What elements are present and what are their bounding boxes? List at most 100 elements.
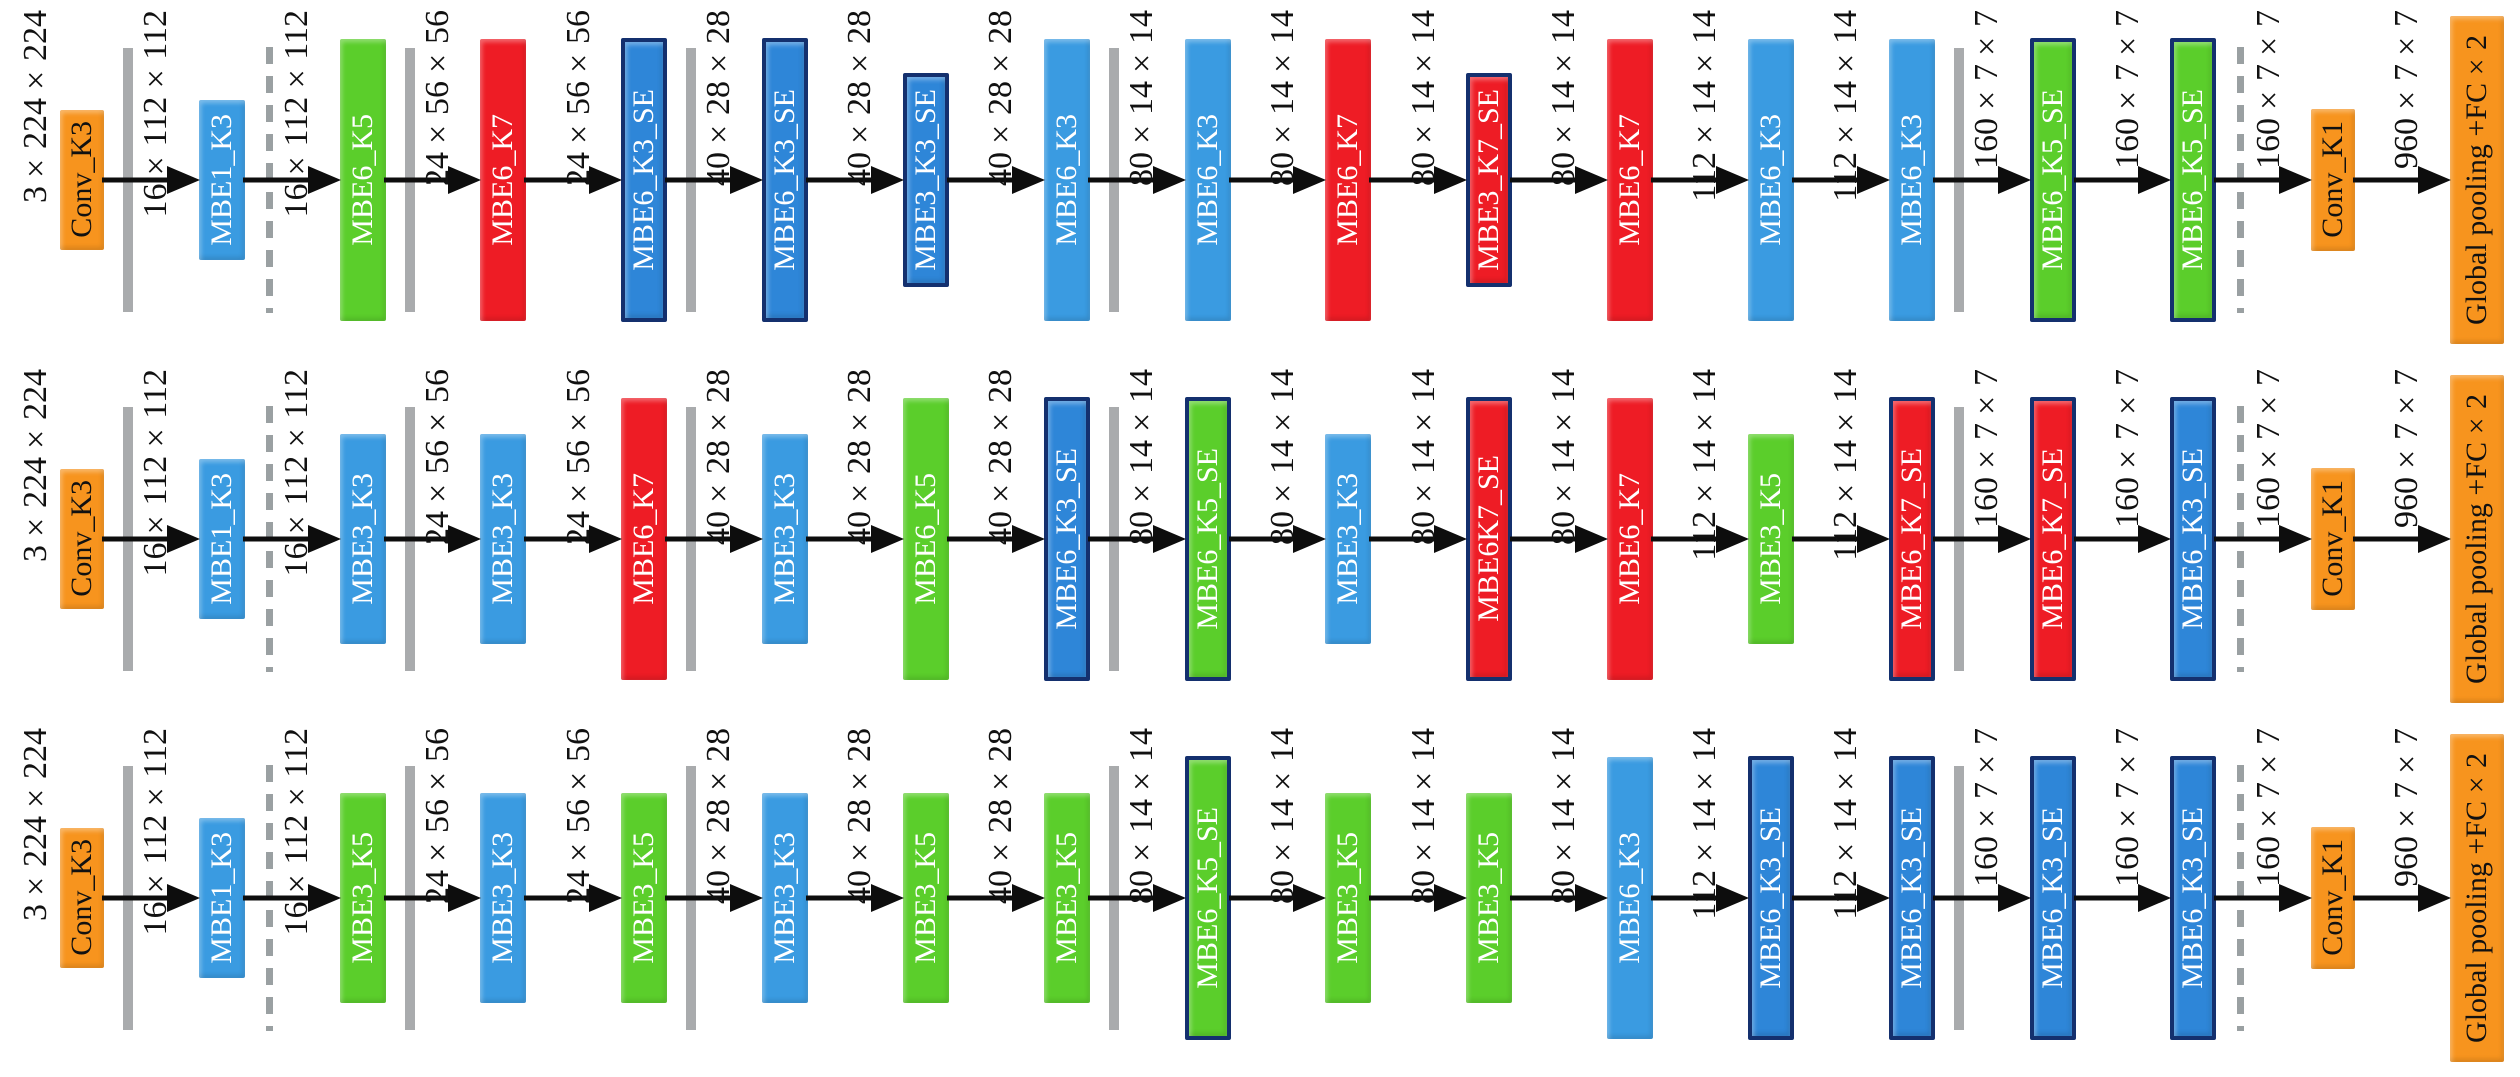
arrow-line (1228, 536, 1302, 541)
arrow-head-icon (1152, 883, 1186, 912)
arrow-head-icon (307, 165, 341, 194)
arrow-line (1369, 536, 1443, 541)
feature-dims-label: 160×7×7 (1968, 728, 2006, 887)
block-label: MBE6_K7 (1331, 113, 1365, 246)
connector: 24×56×56 (383, 718, 482, 1077)
arrow-head-icon (1152, 165, 1186, 194)
feature-dims-label-wrap: 24×56×56 (419, 728, 456, 904)
block-label: MBE6_K3_SE (2176, 806, 2210, 989)
arrow-line (1228, 895, 1302, 900)
feature-dims-label: 80×14×14 (1404, 728, 1442, 904)
feature-dims-label-wrap: 40×28×28 (982, 10, 1019, 186)
input-shape-label-wrap: 3×224×224 (6, 718, 60, 1077)
block-mbe6-k7: MBE6_K7 (1607, 397, 1654, 680)
arrow-head-icon (730, 165, 764, 194)
feature-dims-label-wrap: 960×7×7 (2389, 369, 2426, 528)
connector: 24×56×56 (383, 0, 482, 359)
connector: 16×112×112 (242, 718, 341, 1077)
block-mbe6k7-se: MBE6K7_SE (1466, 396, 1513, 681)
feature-dims-label-wrap: 80×14×14 (1264, 369, 1301, 545)
block-label: MBE3_K5 (1753, 472, 1787, 605)
feature-dims-label-wrap: 40×28×28 (841, 10, 878, 186)
arrow-line (102, 895, 175, 900)
arrow-head-icon (589, 165, 623, 194)
feature-dims-label: 16×112×112 (137, 10, 175, 218)
connector: 24×56×56 (524, 359, 623, 718)
block-label: MBE3_K5 (1331, 831, 1365, 964)
block-mbe3-k3: MBE3_K3 (1325, 433, 1372, 644)
feature-dims-label: 160×7×7 (2108, 10, 2146, 169)
feature-dims-label-wrap: 16×112×112 (278, 10, 315, 217)
block-mbe3-k3: MBE3_K3 (339, 433, 386, 644)
arrow-line (665, 177, 739, 182)
arrow-line (383, 536, 457, 541)
connector: 16×112×112 (102, 718, 200, 1077)
block-label: MBE1_K3 (204, 472, 238, 605)
block-label: MBE1_K3 (204, 113, 238, 246)
block-label: MBE6_K5_SE (1190, 806, 1224, 989)
feature-dims-label: 112×14×14 (1827, 10, 1865, 202)
arrow-head-icon (1434, 524, 1468, 553)
feature-dims-label: 112×14×14 (1827, 728, 1865, 920)
feature-dims-label: 40×28×28 (982, 728, 1020, 904)
arrow-line (806, 536, 879, 541)
block-label: Conv_K3 (65, 121, 98, 238)
block-mbe6-k5-se: MBE6_K5_SE (2170, 37, 2217, 322)
block-mbe6-k3-se: MBE6_K3_SE (2170, 396, 2217, 681)
connector: 960×7×7 (2353, 359, 2452, 718)
block-mbe3-k3-se: MBE3_K3_SE (902, 72, 949, 287)
arrow-line (2073, 536, 2147, 541)
connector: 160×7×7 (2214, 0, 2313, 359)
feature-dims-label-wrap: 80×14×14 (1123, 369, 1160, 545)
connector: 24×56×56 (383, 359, 482, 718)
block-label: MBE1_K3 (204, 831, 238, 964)
arrow-head-icon (307, 524, 341, 553)
feature-dims-label-wrap: 112×14×14 (1827, 10, 1865, 202)
block-conv-k3: Conv_K3 (60, 827, 104, 968)
feature-dims-label: 16×112×112 (278, 728, 316, 936)
connector: 80×14×14 (1087, 718, 1186, 1077)
block-mbe6-k3-se: MBE6_K3_SE (621, 37, 668, 322)
block-label: MBE3_K3_SE (908, 88, 942, 271)
arrow-line (1791, 895, 1865, 900)
arrow-head-icon (2138, 883, 2172, 912)
block-label: MBE3_K3 (486, 472, 520, 605)
arrow-head-icon (2418, 165, 2452, 194)
arrow-line (946, 177, 1020, 182)
arrow-head-icon (2279, 524, 2313, 553)
input-shape-label-pos: 3×224×224 (17, 728, 54, 921)
connector: 80×14×14 (1369, 718, 1468, 1077)
input-shape-label: 3×224×224 (16, 10, 54, 203)
arrow-line (806, 177, 879, 182)
block-mbe6-k7: MBE6_K7 (480, 38, 527, 321)
arrow-head-icon (870, 524, 904, 553)
connector: 112×14×14 (1651, 718, 1749, 1077)
arrow-head-icon (2279, 883, 2313, 912)
arrow-head-icon (1997, 524, 2031, 553)
feature-dims-label: 112×14×14 (1686, 10, 1724, 202)
feature-dims-label: 16×112×112 (137, 369, 175, 577)
feature-dims-label-wrap: 160×7×7 (2109, 728, 2146, 887)
feature-dims-label-wrap: 16×112×112 (278, 728, 316, 936)
arrow-head-icon (2138, 524, 2172, 553)
feature-dims-label-wrap: 160×7×7 (2109, 369, 2146, 528)
block-label: MBE3_K5 (345, 831, 379, 964)
feature-dims-label: 80×14×14 (1404, 369, 1442, 545)
arrow-line (242, 536, 316, 541)
connector: 160×7×7 (1932, 0, 2031, 359)
connector: 160×7×7 (2073, 359, 2172, 718)
connector: 40×28×28 (806, 718, 904, 1077)
feature-dims-label: 40×28×28 (982, 369, 1020, 545)
arrow-head-icon (1011, 524, 1045, 553)
arrow-head-icon (1293, 165, 1327, 194)
arrow-head-icon (448, 165, 482, 194)
arrow-line (2214, 895, 2288, 900)
feature-dims-label-wrap: 24×56×56 (560, 728, 597, 904)
block-global-pooling-fc-2: Global pooling +FC×2 (2450, 15, 2505, 344)
connector: 24×56×56 (524, 0, 623, 359)
block-mbe6-k3: MBE6_K3 (1043, 38, 1090, 321)
block-mbe6-k3: MBE6_K3 (1888, 38, 1935, 321)
block-mbe6-k3-se: MBE6_K3_SE (2170, 755, 2217, 1040)
connector: 160×7×7 (1932, 718, 2031, 1077)
